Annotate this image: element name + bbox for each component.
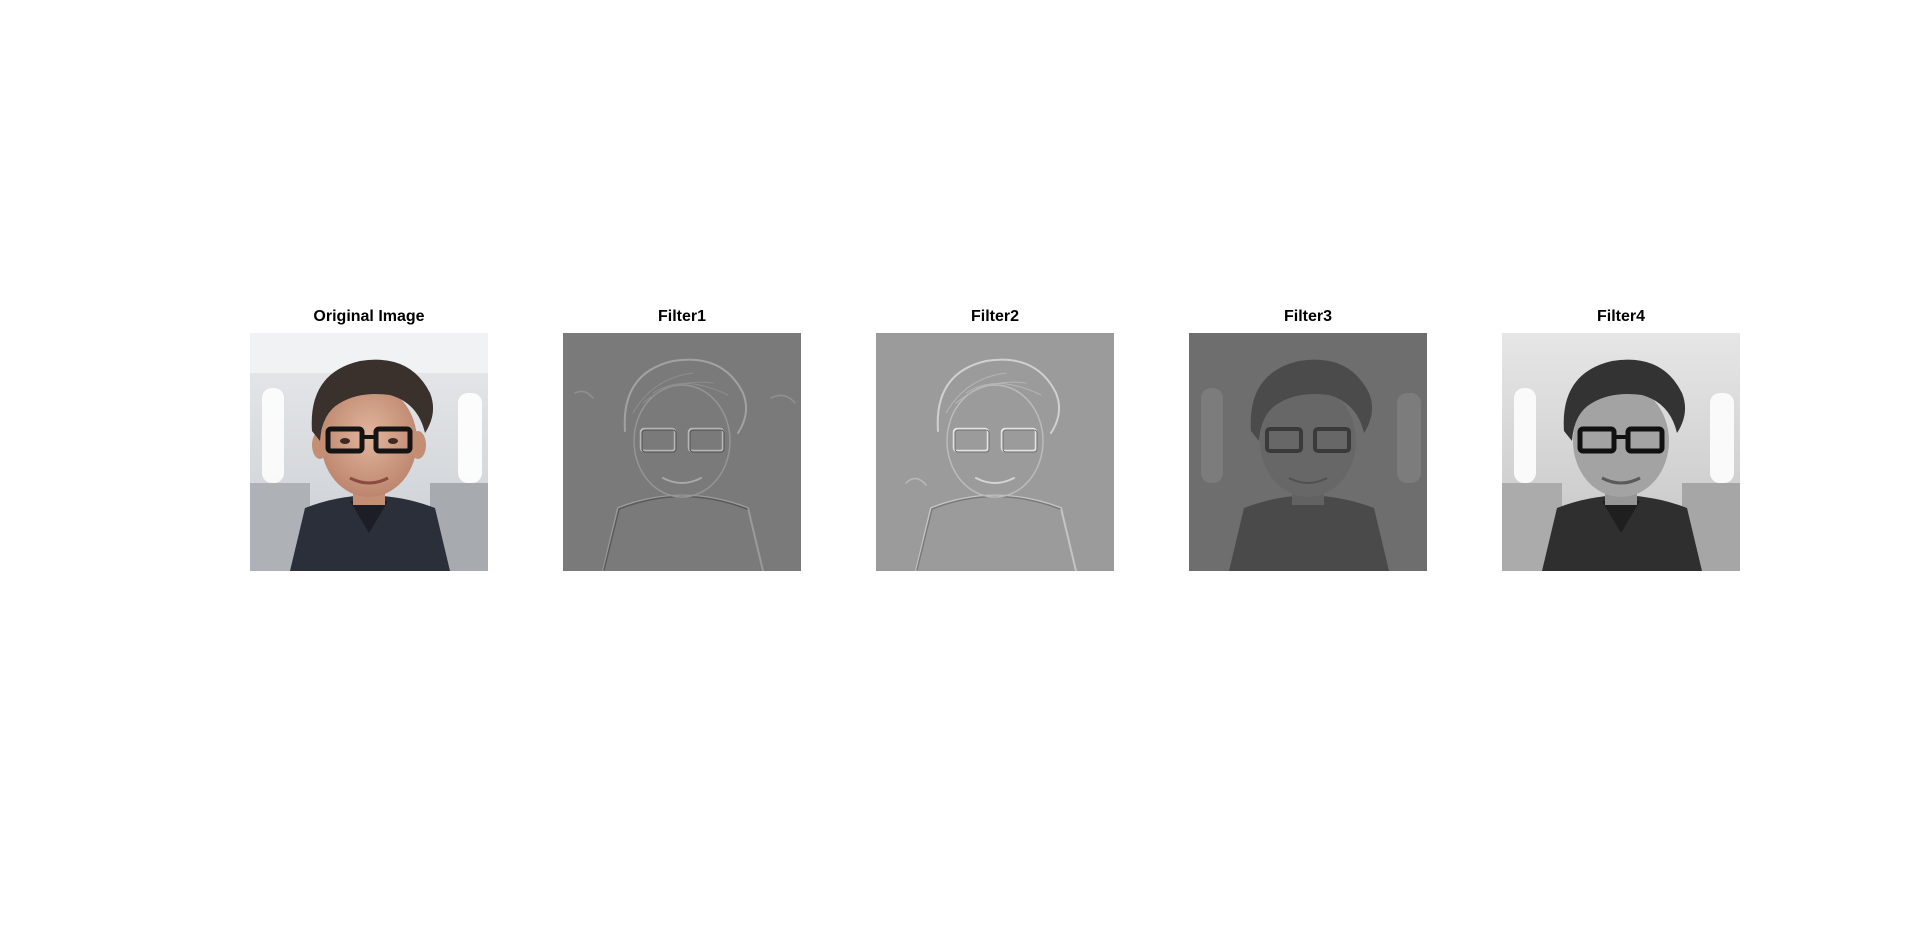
- panel-title: Filter3: [1189, 309, 1427, 325]
- panel-filter2: Filter2: [876, 0, 1114, 936]
- filter1-image: [563, 333, 801, 571]
- panel-title: Filter1: [563, 309, 801, 325]
- filter4-image: [1502, 333, 1740, 571]
- portrait-photo-color: [250, 333, 488, 571]
- panel-original-image: Original Image: [250, 0, 488, 936]
- panel-filter3: Filter3: [1189, 0, 1427, 936]
- portrait-emboss-light: [876, 333, 1114, 571]
- portrait-dark-gray: [1189, 333, 1427, 571]
- panel-title: Filter4: [1502, 309, 1740, 325]
- panel-filter4: Filter4: [1502, 0, 1740, 936]
- panel-filter1: Filter1: [563, 0, 801, 936]
- original-portrait-image: [250, 333, 488, 571]
- portrait-grayscale: [1502, 333, 1740, 571]
- filter3-image: [1189, 333, 1427, 571]
- filter2-image: [876, 333, 1114, 571]
- panel-title: Original Image: [250, 309, 488, 325]
- portrait-emboss-dark: [563, 333, 801, 571]
- panel-title: Filter2: [876, 309, 1114, 325]
